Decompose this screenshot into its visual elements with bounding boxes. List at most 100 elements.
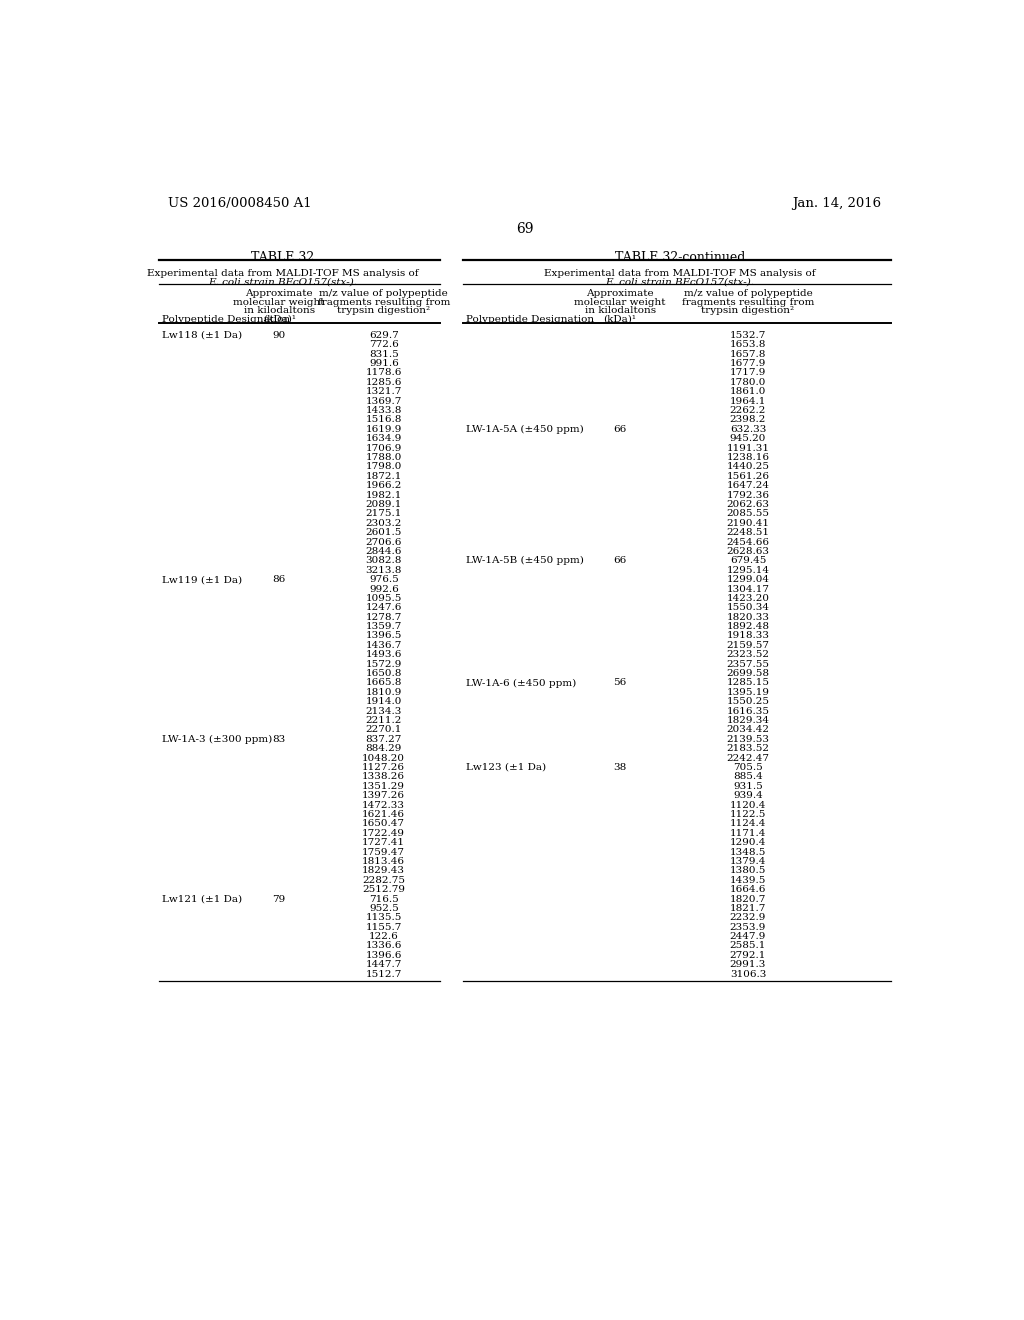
Text: 2175.1: 2175.1 [366,510,402,519]
Text: 831.5: 831.5 [369,350,398,359]
Text: 2085.55: 2085.55 [726,510,769,519]
Text: 2183.52: 2183.52 [726,744,769,754]
Text: 1351.29: 1351.29 [362,781,406,791]
Text: US 2016/0008450 A1: US 2016/0008450 A1 [168,197,312,210]
Text: 1550.25: 1550.25 [726,697,769,706]
Text: 56: 56 [613,678,627,688]
Text: 991.6: 991.6 [369,359,398,368]
Text: 2190.41: 2190.41 [726,519,769,528]
Text: 1336.6: 1336.6 [366,941,402,950]
Text: 1810.9: 1810.9 [366,688,402,697]
Text: 3082.8: 3082.8 [366,556,402,565]
Text: 1472.33: 1472.33 [362,800,406,809]
Text: Lw118 (±1 Da): Lw118 (±1 Da) [162,331,243,339]
Text: 1321.7: 1321.7 [366,387,402,396]
Text: 2512.79: 2512.79 [362,886,406,894]
Text: 86: 86 [272,576,286,585]
Text: 1550.34: 1550.34 [726,603,769,612]
Text: 2628.63: 2628.63 [726,546,769,556]
Text: 1423.20: 1423.20 [726,594,769,603]
Text: 2454.66: 2454.66 [726,537,769,546]
Text: molecular weight: molecular weight [233,298,325,306]
Text: 2248.51: 2248.51 [726,528,769,537]
Text: 1657.8: 1657.8 [730,350,766,359]
Text: 1155.7: 1155.7 [366,923,402,932]
Text: 1238.16: 1238.16 [726,453,769,462]
Text: 122.6: 122.6 [369,932,398,941]
Text: 1861.0: 1861.0 [730,387,766,396]
Text: 1872.1: 1872.1 [366,471,402,480]
Text: 90: 90 [272,331,286,339]
Text: 1665.8: 1665.8 [366,678,402,688]
Text: 1191.31: 1191.31 [726,444,769,453]
Text: 1964.1: 1964.1 [730,396,766,405]
Text: 2792.1: 2792.1 [730,950,766,960]
Text: 1516.8: 1516.8 [366,416,402,425]
Text: 1278.7: 1278.7 [366,612,402,622]
Text: 1512.7: 1512.7 [366,970,402,978]
Text: 1295.14: 1295.14 [726,566,769,574]
Text: 2447.9: 2447.9 [730,932,766,941]
Text: 1621.46: 1621.46 [362,810,406,818]
Text: 945.20: 945.20 [730,434,766,444]
Text: 2034.42: 2034.42 [726,726,769,734]
Text: 1447.7: 1447.7 [366,960,402,969]
Text: 1304.17: 1304.17 [726,585,769,594]
Text: 885.4: 885.4 [733,772,763,781]
Text: Experimental data from MALDI-TOF MS analysis of: Experimental data from MALDI-TOF MS anal… [147,269,419,279]
Text: 2262.2: 2262.2 [730,407,766,414]
Text: 66: 66 [613,425,627,434]
Text: 1966.2: 1966.2 [366,482,402,490]
Text: m/z value of polypeptide: m/z value of polypeptide [684,289,812,298]
Text: 1290.4: 1290.4 [730,838,766,847]
Text: 38: 38 [613,763,627,772]
Text: 1650.8: 1650.8 [366,669,402,678]
Text: 1780.0: 1780.0 [730,378,766,387]
Text: 3106.3: 3106.3 [730,970,766,978]
Text: 1647.24: 1647.24 [726,482,769,490]
Text: 79: 79 [272,895,286,903]
Text: 1788.0: 1788.0 [366,453,402,462]
Text: 1792.36: 1792.36 [726,491,769,499]
Text: 83: 83 [272,735,286,744]
Text: LW-1A-6 (±450 ppm): LW-1A-6 (±450 ppm) [466,678,577,688]
Text: Lw121 (±1 Da): Lw121 (±1 Da) [162,895,243,903]
Text: molecular weight: molecular weight [574,298,666,306]
Text: 1706.9: 1706.9 [366,444,402,453]
Text: 2134.3: 2134.3 [366,706,402,715]
Text: 772.6: 772.6 [369,341,398,350]
Text: LW-1A-5A (±450 ppm): LW-1A-5A (±450 ppm) [466,425,584,434]
Text: 2211.2: 2211.2 [366,715,402,725]
Text: 976.5: 976.5 [369,576,398,585]
Text: 2270.1: 2270.1 [366,726,402,734]
Text: 1122.5: 1122.5 [730,810,766,818]
Text: 1982.1: 1982.1 [366,491,402,499]
Text: 716.5: 716.5 [369,895,398,903]
Text: 1677.9: 1677.9 [730,359,766,368]
Text: TABLE 32-continued: TABLE 32-continued [614,251,745,264]
Text: 2242.47: 2242.47 [726,754,769,763]
Text: 884.29: 884.29 [366,744,402,754]
Text: 1379.4: 1379.4 [730,857,766,866]
Text: m/z value of polypeptide: m/z value of polypeptide [319,289,449,298]
Text: 1634.9: 1634.9 [366,434,402,444]
Text: 2159.57: 2159.57 [726,642,769,649]
Text: 837.27: 837.27 [366,735,402,744]
Text: 1247.6: 1247.6 [366,603,402,612]
Text: 1338.26: 1338.26 [362,772,406,781]
Text: LW-1A-5B (±450 ppm): LW-1A-5B (±450 ppm) [466,556,584,565]
Text: 2844.6: 2844.6 [366,546,402,556]
Text: in kilodaltons: in kilodaltons [585,306,655,315]
Text: 1650.47: 1650.47 [362,820,406,829]
Text: 1359.7: 1359.7 [366,622,402,631]
Text: 2353.9: 2353.9 [730,923,766,932]
Text: 679.45: 679.45 [730,556,766,565]
Text: 1369.7: 1369.7 [366,396,402,405]
Text: 1440.25: 1440.25 [726,462,769,471]
Text: 1813.46: 1813.46 [362,857,406,866]
Text: 1396.5: 1396.5 [366,631,402,640]
Text: 1178.6: 1178.6 [366,368,402,378]
Text: 2232.9: 2232.9 [730,913,766,923]
Text: 2282.75: 2282.75 [362,875,406,884]
Text: 2089.1: 2089.1 [366,500,402,510]
